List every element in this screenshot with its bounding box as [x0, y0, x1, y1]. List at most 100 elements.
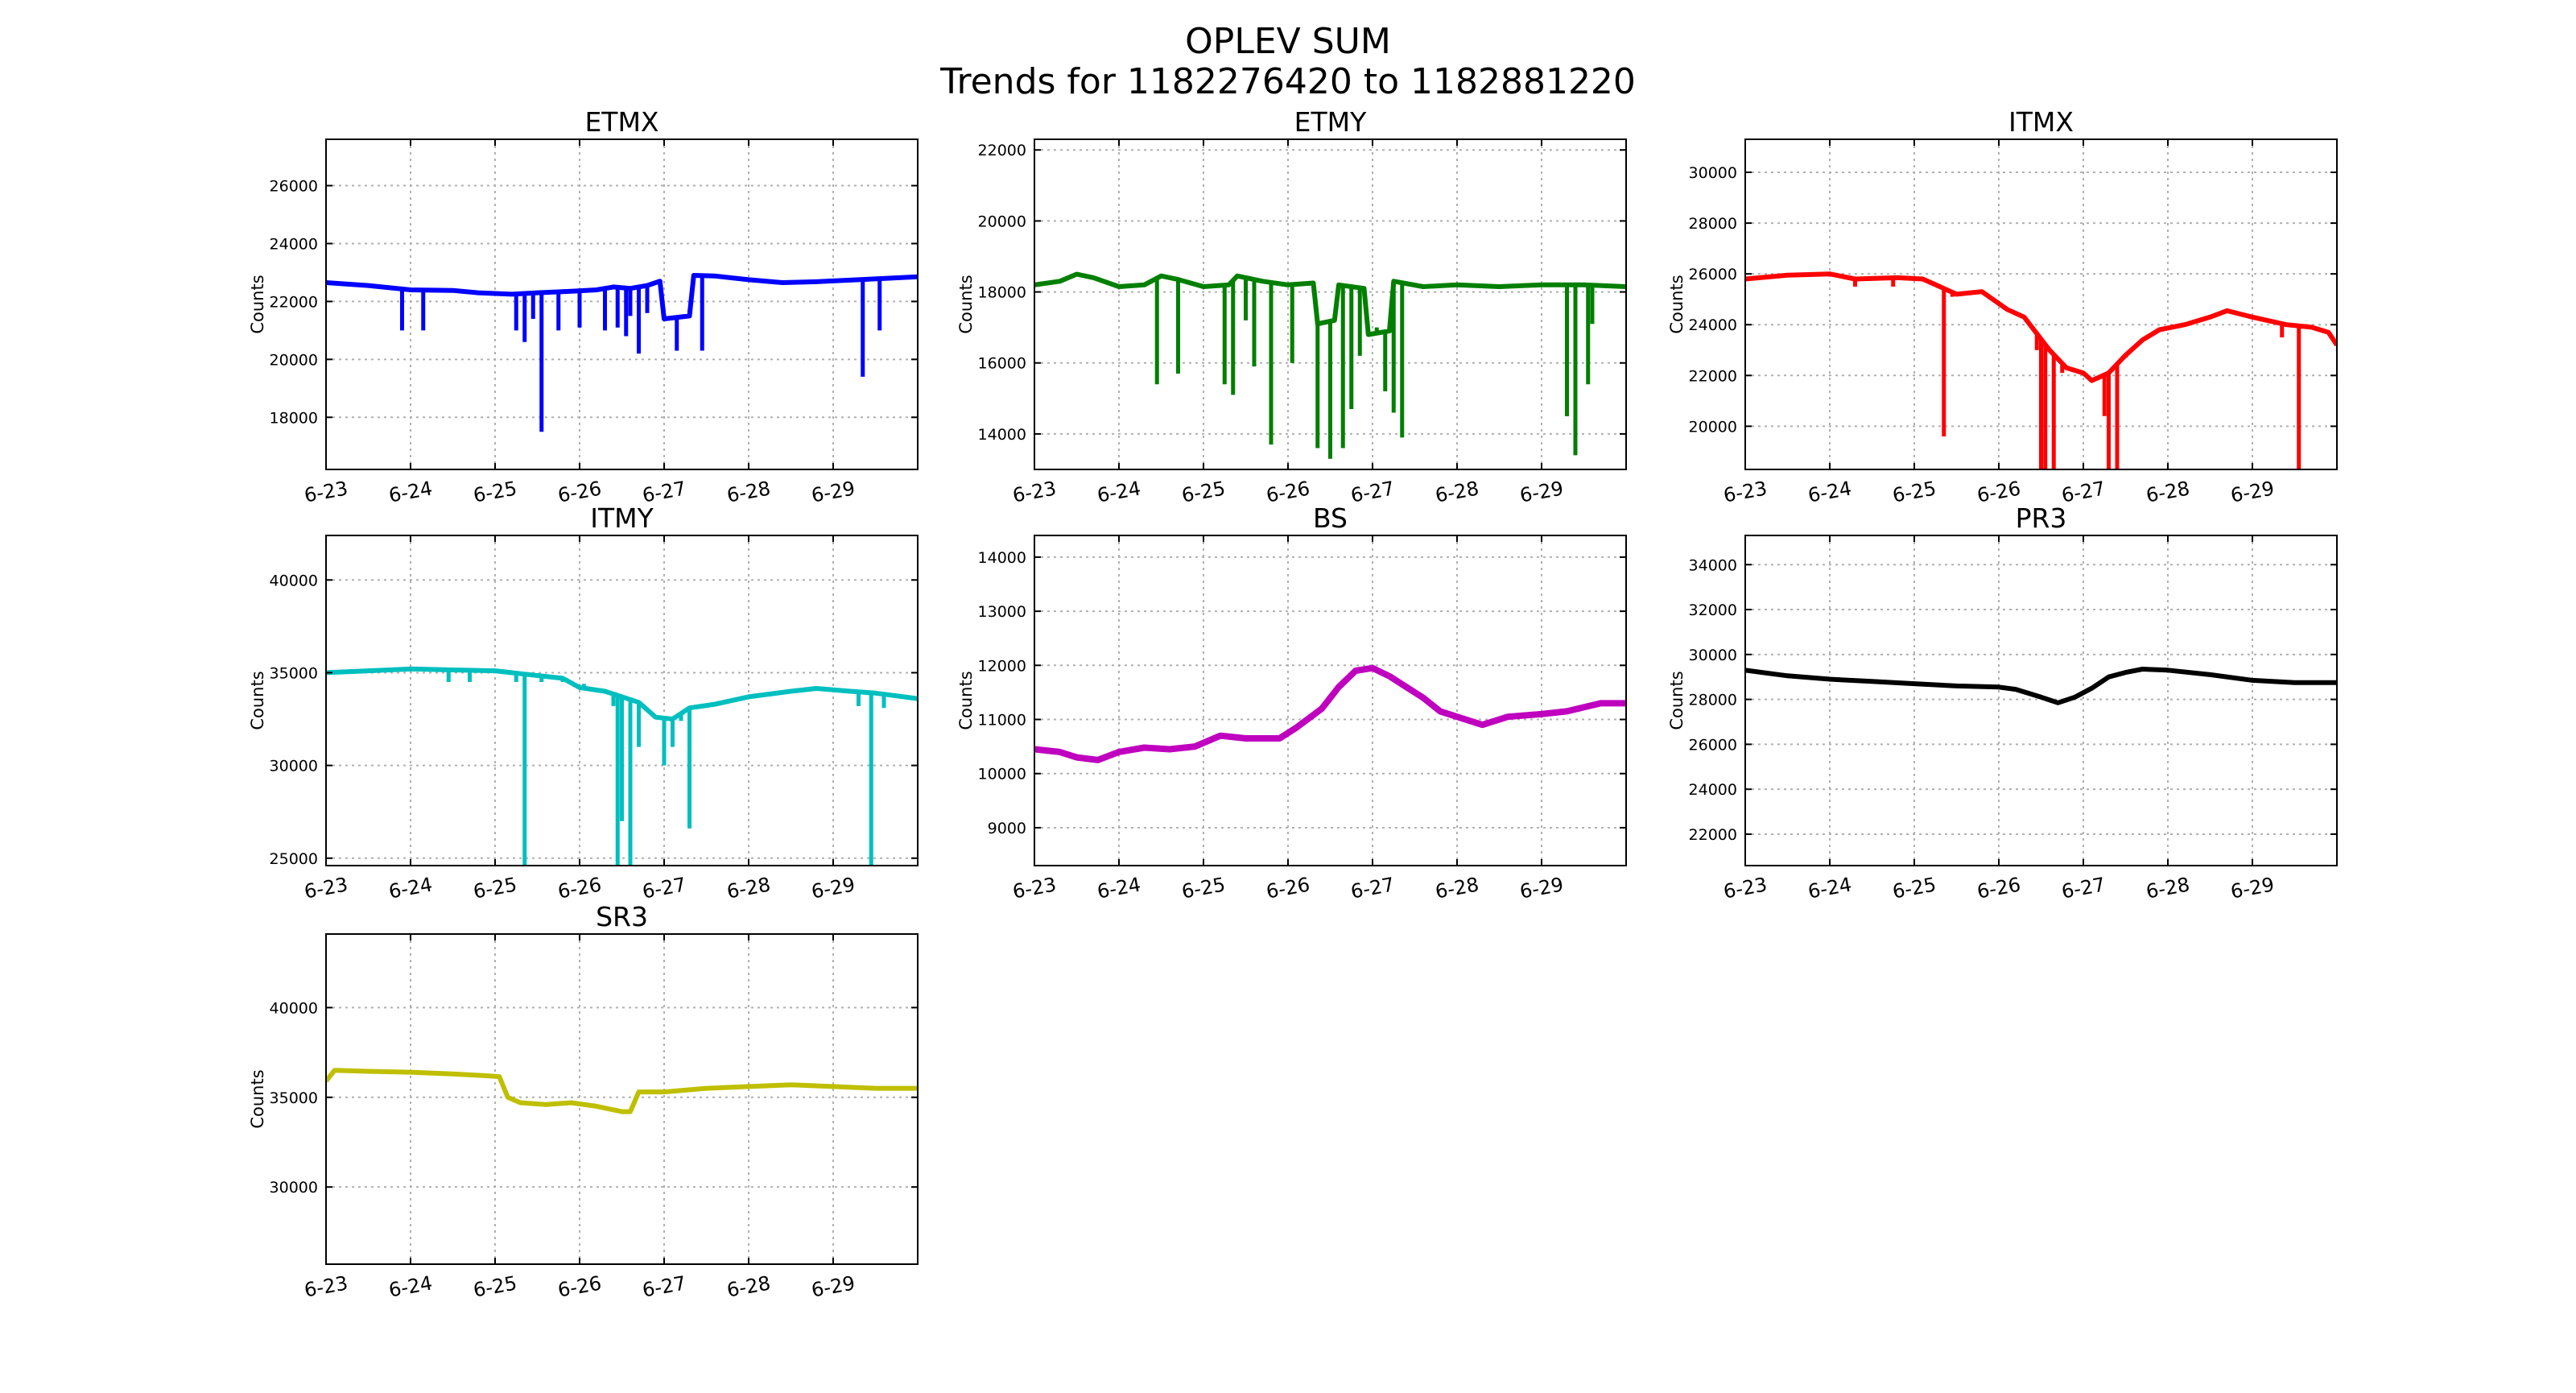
- subplot-title: ETMX: [584, 106, 658, 138]
- y-axis-label: Counts: [1667, 671, 1686, 730]
- y-tick-label: 25000: [270, 850, 318, 868]
- y-tick-label: 20000: [978, 213, 1026, 230]
- x-tick-label: 6-24: [1806, 477, 1854, 506]
- y-axis-label: Counts: [248, 275, 267, 333]
- x-tick-label: 6-27: [2060, 873, 2107, 903]
- y-tick-label: 30000: [1689, 647, 1737, 664]
- y-axis-label: Counts: [248, 1069, 267, 1128]
- x-tick-label: 6-23: [1722, 477, 1769, 506]
- x-tick-label: 6-25: [1180, 477, 1228, 506]
- x-tick-label: 6-28: [1434, 477, 1481, 506]
- x-tick-label: 6-23: [303, 873, 350, 903]
- x-tick-label: 6-23: [1722, 873, 1769, 903]
- y-tick-label: 14000: [978, 426, 1026, 444]
- y-tick-label: 18000: [978, 284, 1026, 302]
- axes-frame: [1034, 535, 1627, 866]
- x-tick-label: 6-26: [1975, 873, 2023, 903]
- y-tick-label: 26000: [1689, 266, 1737, 283]
- x-tick-label: 6-29: [1518, 477, 1566, 506]
- y-tick-label: 40000: [270, 572, 318, 589]
- x-tick-label: 6-23: [1011, 873, 1059, 903]
- subplot-title: SR3: [596, 901, 648, 932]
- subplot-pr3: 6-23 6-24 6-25 6-26 6-27 6-28 6-29 22000 24000 26…: [1667, 502, 2338, 903]
- x-tick-label: 6-26: [556, 1271, 604, 1301]
- y-tick-label: 30000: [270, 1179, 318, 1197]
- x-tick-label: 6-24: [387, 1271, 435, 1301]
- y-tick-label: 40000: [270, 999, 318, 1017]
- subplot-title: BS: [1313, 502, 1348, 534]
- subplot-title: ITMY: [590, 502, 654, 534]
- subplot-itmy: 6-23 6-24 6-25 6-26 6-27 6-28 6-29 25000 30000 35…: [248, 502, 919, 903]
- y-tick-label: 30000: [270, 758, 318, 775]
- y-tick-label: 13000: [978, 603, 1026, 621]
- x-tick-label: 6-25: [1891, 477, 1938, 506]
- x-tick-label: 6-25: [1180, 873, 1228, 903]
- y-tick-label: 35000: [270, 664, 318, 682]
- x-tick-label: 6-28: [2145, 477, 2192, 506]
- y-tick-label: 24000: [1689, 781, 1737, 799]
- series-line-etmx: [326, 273, 918, 321]
- subplot-etmx: 6-23 6-24 6-25 6-26 6-27 6-28 6-29180002000022…: [248, 106, 919, 507]
- x-tick-label: 6-29: [810, 477, 857, 506]
- subplot-etmy: 6-23 6-24 6-25 6-26 6-27 6-28 6-29 14000 16000 18…: [956, 106, 1627, 507]
- x-tick-label: 6-24: [387, 477, 435, 506]
- y-tick-label: 26000: [270, 178, 318, 196]
- series-line-itmx: [1745, 271, 2337, 383]
- y-tick-label: 24000: [270, 235, 318, 253]
- x-tick-label: 6-24: [1096, 873, 1143, 903]
- series-line-pr3: [1745, 667, 2337, 705]
- subplot-title: ETMY: [1294, 106, 1367, 138]
- x-tick-label: 6-24: [1096, 477, 1143, 506]
- x-tick-label: 6-25: [472, 873, 519, 903]
- y-tick-label: 28000: [1689, 215, 1737, 233]
- y-axis-label: Counts: [1667, 275, 1686, 333]
- x-tick-label: 6-28: [725, 1271, 773, 1301]
- x-tick-label: 6-29: [810, 1271, 857, 1301]
- y-tick-label: 22000: [270, 293, 318, 311]
- y-tick-label: 22000: [978, 142, 1026, 159]
- y-tick-label: 18000: [270, 409, 318, 427]
- y-tick-label: 24000: [1689, 316, 1737, 334]
- y-tick-label: 10000: [978, 766, 1026, 783]
- y-tick-label: 16000: [978, 355, 1026, 373]
- y-tick-label: 22000: [1689, 367, 1737, 385]
- x-tick-label: 6-27: [641, 1271, 688, 1301]
- y-tick-label: 20000: [1689, 418, 1737, 436]
- y-axis-label: Counts: [956, 671, 976, 730]
- x-tick-label: 6-25: [1891, 873, 1938, 903]
- x-tick-label: 6-28: [2145, 873, 2192, 903]
- x-tick-label: 6-28: [1434, 873, 1481, 903]
- x-tick-label: 6-23: [1011, 477, 1059, 506]
- axes-frame: [325, 933, 919, 1265]
- y-tick-label: 14000: [978, 549, 1026, 567]
- x-tick-label: 6-26: [1265, 873, 1312, 903]
- y-tick-label: 9000: [988, 820, 1026, 837]
- y-axis-label: Counts: [248, 671, 267, 730]
- x-tick-label: 6-25: [472, 1271, 519, 1301]
- subplot-title: ITMX: [2008, 106, 2074, 138]
- x-tick-label: 6-27: [641, 873, 688, 903]
- x-tick-label: 6-24: [1806, 873, 1854, 903]
- axes-frame: [1744, 535, 2338, 866]
- x-tick-label: 6-26: [1265, 477, 1312, 506]
- subplot-sr3: 6-23 6-24 6-25 6-26 6-27 6-28 6-29 30000 35000 40…: [248, 901, 919, 1302]
- axes-frame: [1034, 138, 1627, 470]
- axes-frame: [325, 535, 919, 866]
- x-tick-label: 6-26: [556, 873, 604, 903]
- x-tick-label: 6-29: [2229, 477, 2277, 506]
- x-tick-label: 6-27: [1349, 873, 1397, 903]
- y-tick-label: 26000: [1689, 736, 1737, 754]
- x-tick-label: 6-29: [810, 873, 857, 903]
- axes-frame: [1744, 138, 2338, 470]
- y-tick-label: 12000: [978, 657, 1026, 675]
- series-line-itmy: [326, 666, 918, 721]
- x-tick-label: 6-25: [472, 477, 519, 506]
- subplot-title: PR3: [2016, 502, 2067, 534]
- x-tick-label: 6-27: [2060, 477, 2107, 506]
- figure-title: OPLEV SUM: [1185, 21, 1391, 62]
- y-tick-label: 34000: [1689, 556, 1737, 574]
- series-line-etmy: [1034, 271, 1626, 337]
- y-tick-label: 20000: [270, 351, 318, 369]
